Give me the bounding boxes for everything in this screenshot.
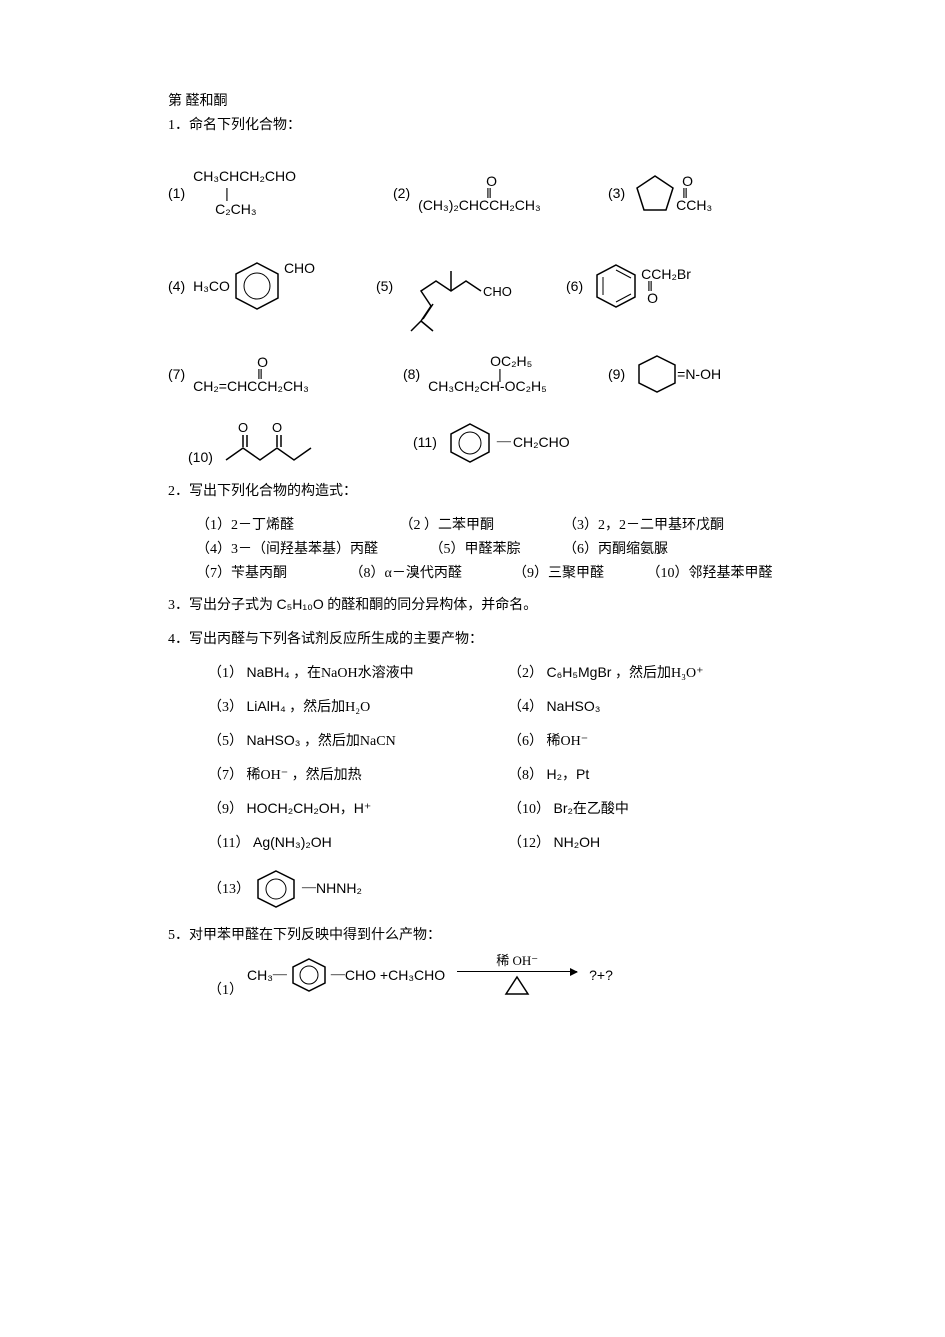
chapter-title: 第 醛和酮 xyxy=(168,90,785,110)
q2-title: 2．写出下列化合物的构造式： xyxy=(168,480,785,500)
q4-r4: （7） 稀OH⁻ ，然后加热 （8） H₂，Pt xyxy=(208,764,785,784)
q4-r2: （3） LiAlH₄ ，然后加H₂O （4） NaHSO₃ xyxy=(208,696,785,716)
q1-n10: (10) xyxy=(188,449,213,465)
q1-n2: (2) xyxy=(393,185,410,201)
q4-r1: （1） NaBH₄ ，在NaOH水溶液中 （2） C₆H₅MgBr ，然后加H₃… xyxy=(208,662,785,682)
q1-n11: (11) xyxy=(413,434,437,450)
cyclohexane-icon xyxy=(633,352,681,396)
q2-row2: （4）3－（间羟基苯基）丙醛 （5）甲醛苯腙 （6）丙酮缩氨脲 xyxy=(196,538,785,558)
q1-f8: OC₂H₅ | CH₃CH₂CH-OC₂H₅ xyxy=(428,353,547,395)
q1-n8: (8) xyxy=(403,366,420,382)
q1-f9: N-OH xyxy=(685,366,721,382)
reaction-arrow: 稀 OH⁻ xyxy=(457,950,577,999)
q4-title: 4．写出丙醛与下列各试剂反应所生成的主要产物： xyxy=(168,628,785,648)
q3: 3．写出分子式为 C₅H₁₀O 的醛和酮的同分异构体，并命名。 xyxy=(168,594,785,614)
q1-f4b: CHO xyxy=(284,260,315,276)
benzene-icon xyxy=(591,261,641,311)
q1-f1: CH₃CHCH₂CHO | C₂CH₃ xyxy=(193,168,296,218)
benzene-icon xyxy=(445,419,495,465)
benzene-icon xyxy=(252,866,300,910)
q1-n5: (5) xyxy=(376,278,393,294)
benzene-icon xyxy=(287,955,331,995)
q4-r6: （11） Ag(NH₃)₂OH （12） NH₂OH xyxy=(208,832,785,852)
q2-row1: （1）2－丁烯醛 （2 ）二苯甲酮 （3）2，2－二甲基环戊酮 xyxy=(196,514,785,534)
svg-text:O: O xyxy=(238,420,248,435)
svg-text:CHO: CHO xyxy=(483,284,512,299)
terpene-icon: CHO xyxy=(401,236,511,336)
cyclopentane-icon xyxy=(633,172,678,214)
q4-r5: （9） HOCH₂CH₂OH，H⁺ （10） Br₂在乙酸中 xyxy=(208,798,785,818)
q1-n4: (4) xyxy=(168,278,185,294)
q1-f11: CH₂CHO xyxy=(513,434,570,450)
q1-f7: O ‖ CH₂=CHCCH₂CH₃ xyxy=(193,354,309,395)
q1-f2: O ‖ (CH₃)₂CHCCH₂CH₃ xyxy=(418,173,541,214)
q4-r7: （13） — NHNH₂ xyxy=(208,866,785,910)
q2-row3: （7）苄基丙酮 （8）α－溴代丙醛 （9）三聚甲醛 （10）邻羟基苯甲醛 xyxy=(196,562,785,582)
svg-text:O: O xyxy=(272,420,282,435)
q1-f4a: H₃CO xyxy=(193,278,230,294)
q1-n7: (7) xyxy=(168,366,185,382)
q1-f6: CCH₂Br ‖ O xyxy=(641,266,691,307)
q1-n1: (1) xyxy=(168,185,185,201)
q5-title: 5．对甲苯甲醛在下列反映中得到什么产物： xyxy=(168,924,785,944)
triangle-icon xyxy=(504,974,530,996)
q1-n9: (9) xyxy=(608,366,625,382)
diketone-icon: O O xyxy=(221,420,331,465)
q4-r3: （5） NaHSO₃ ，然后加NaCN （6） 稀OH⁻ xyxy=(208,730,785,750)
q1-title: 1．命名下列化合物： xyxy=(168,114,785,134)
q1-f3: O ‖ CCH₃ xyxy=(676,173,712,214)
benzene-icon xyxy=(228,257,286,315)
q1-n6: (6) xyxy=(566,278,583,294)
q1-n3: (3) xyxy=(608,185,625,201)
q5-reaction: （1） CH₃ — — CHO +CH₃CHO 稀 OH⁻ ?+? xyxy=(208,950,785,999)
